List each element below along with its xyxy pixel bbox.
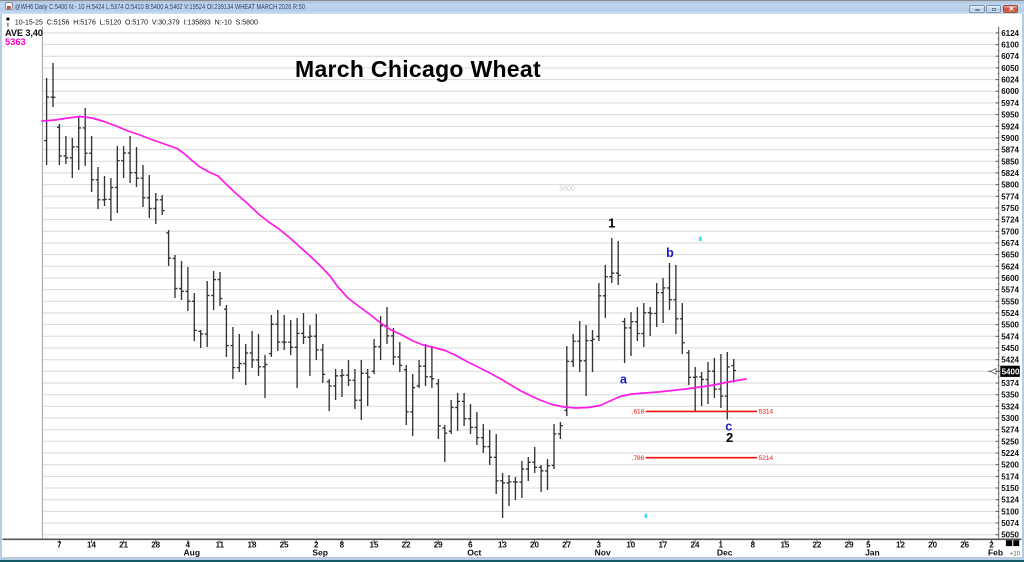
svg-text:28: 28 [151,541,160,550]
svg-text:Aug: Aug [184,548,201,558]
svg-text:Sep: Sep [312,548,328,558]
svg-text:5050: 5050 [1001,531,1019,540]
svg-text:17: 17 [658,541,667,550]
svg-text:b: b [666,246,674,260]
svg-text:5400: 5400 [1002,367,1020,376]
svg-text:5750: 5750 [1001,204,1019,213]
svg-text:5100: 5100 [1001,507,1019,516]
svg-text:a: a [620,373,628,387]
svg-text:5350: 5350 [1001,391,1019,400]
svg-text:AVE: AVE [5,28,23,38]
svg-text:25: 25 [280,541,289,550]
svg-text:5850: 5850 [1001,157,1019,166]
svg-text:3,40: 3,40 [25,28,42,38]
svg-text:6100: 6100 [1001,41,1019,50]
svg-text:15: 15 [370,541,379,550]
svg-text:5474: 5474 [1001,332,1019,341]
svg-text:.786: .786 [632,455,645,462]
svg-text:11: 11 [216,541,225,550]
svg-text:Feb: Feb [988,548,1003,558]
svg-text:26: 26 [960,541,969,550]
svg-text:5674: 5674 [1001,239,1019,248]
svg-text:5274: 5274 [1001,426,1019,435]
svg-text:13: 13 [498,541,507,550]
svg-text:21: 21 [119,541,128,550]
svg-text:22: 22 [402,541,411,550]
svg-text:5450: 5450 [1001,344,1019,353]
svg-text:29: 29 [434,541,443,550]
svg-text:5774: 5774 [1001,192,1019,201]
svg-text:20: 20 [530,541,539,550]
svg-text:5700: 5700 [1001,227,1019,236]
svg-text:24: 24 [691,541,700,550]
svg-text:8: 8 [751,541,756,550]
svg-text:5300: 5300 [1001,414,1019,423]
svg-text:15: 15 [780,541,789,550]
svg-text:5724: 5724 [1001,216,1019,225]
svg-text:5224: 5224 [1001,449,1019,458]
svg-text:5950: 5950 [1001,111,1019,120]
svg-text:March Chicago Wheat: March Chicago Wheat [295,56,541,82]
svg-text:5324: 5324 [1001,402,1019,411]
svg-text:5074: 5074 [1001,519,1019,528]
svg-text:5974: 5974 [1001,99,1019,108]
svg-text:5824: 5824 [1001,169,1019,178]
svg-text:6024: 6024 [1001,76,1019,85]
svg-text:+10: +10 [1010,552,1021,558]
svg-text:Jan: Jan [865,548,880,558]
svg-text:.618: .618 [632,409,645,416]
svg-text:2: 2 [726,430,733,445]
svg-text:20: 20 [928,541,937,550]
svg-text:3: 3 [596,541,601,550]
svg-text:6074: 6074 [1001,52,1019,61]
svg-text:5124: 5124 [1001,496,1019,505]
svg-text:5600: 5600 [1001,274,1019,283]
svg-text:Oct: Oct [467,548,481,558]
svg-text:5874: 5874 [1001,146,1019,155]
svg-text:5550: 5550 [1001,297,1019,306]
svg-text:14: 14 [87,541,96,550]
svg-text:27: 27 [562,541,571,550]
svg-text:1: 1 [608,216,615,231]
svg-text:2: 2 [989,541,994,550]
svg-text:6124: 6124 [1001,29,1019,38]
svg-text:Nov: Nov [595,548,611,558]
svg-text:22: 22 [813,541,822,550]
svg-text:5900: 5900 [1001,134,1019,143]
svg-text:5800: 5800 [1001,181,1019,190]
svg-text:4: 4 [186,541,191,550]
svg-text:5250: 5250 [1001,437,1019,446]
svg-text:6: 6 [468,541,473,550]
svg-text:c: c [725,420,732,434]
svg-text:1: 1 [718,541,723,550]
svg-text:5314: 5314 [759,409,774,416]
svg-text:5: 5 [866,541,871,550]
svg-text:29: 29 [845,541,854,550]
svg-text:Dec: Dec [717,548,733,558]
svg-text:10: 10 [626,541,635,550]
svg-text:5800: 5800 [559,186,575,193]
svg-text:2: 2 [314,541,319,550]
svg-text:5214: 5214 [759,455,774,462]
svg-text:5424: 5424 [1001,356,1019,365]
svg-text:7: 7 [57,541,62,550]
svg-text:5500: 5500 [1001,321,1019,330]
svg-text:6000: 6000 [1001,87,1019,96]
svg-text:5924: 5924 [1001,122,1019,131]
svg-text:5650: 5650 [1001,251,1019,260]
svg-text:18: 18 [248,541,257,550]
svg-text:5200: 5200 [1001,461,1019,470]
svg-text:5574: 5574 [1001,286,1019,295]
svg-text:5624: 5624 [1001,262,1019,271]
svg-text:5524: 5524 [1001,309,1019,318]
svg-text:5174: 5174 [1001,472,1019,481]
svg-text:8: 8 [340,541,345,550]
svg-text:6050: 6050 [1001,64,1019,73]
svg-text:5374: 5374 [1001,379,1019,388]
svg-text:5363: 5363 [5,37,26,47]
svg-text:5150: 5150 [1001,484,1019,493]
svg-text:10-15-25 C:5156 H:5176 L:51: 10-15-25 C:5156 H:5176 L:5120 O:5170 V:3… [15,19,258,26]
svg-text:12: 12 [896,541,905,550]
